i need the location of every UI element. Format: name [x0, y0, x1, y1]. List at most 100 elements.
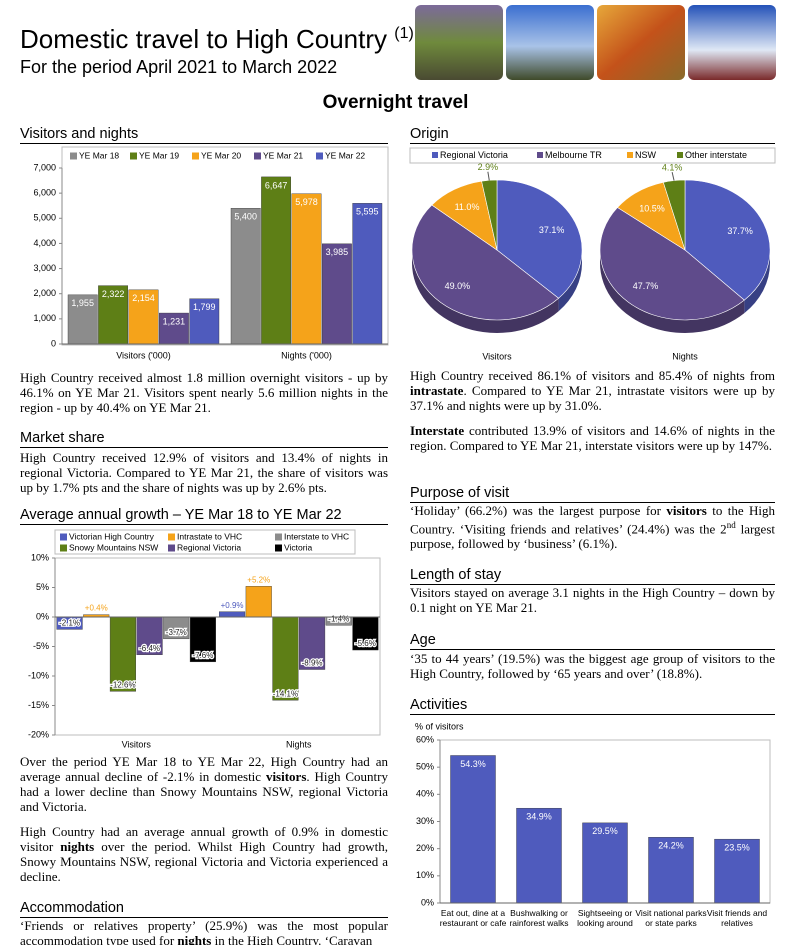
paragraph: Visitors stayed on average 3.1 nights in…	[410, 585, 775, 615]
bar	[189, 298, 220, 345]
legend-label: Intrastate to VHC	[177, 531, 242, 541]
bold-text: nights	[60, 839, 95, 854]
bar	[582, 822, 628, 904]
paragraph: ‘Friends or relatives property’ (25.9%) …	[20, 918, 388, 945]
data-label: +0.9%	[221, 601, 244, 610]
data-label: 2.9%	[478, 162, 499, 172]
paragraph: High Country received 12.9% of visitors …	[20, 450, 388, 495]
section-heading: Purpose of visit	[410, 484, 775, 503]
text-run: Visitors stayed on average 3.1 nights in…	[410, 585, 775, 615]
data-label: -6.4%	[139, 644, 160, 653]
section-title: Overnight travel	[322, 92, 469, 113]
bar	[322, 243, 352, 345]
data-label: 49.0%	[445, 281, 471, 291]
x-tick-label: Eat out, dine at a restaurant or cafe	[439, 908, 507, 928]
bar	[352, 616, 379, 651]
data-label: 6,647	[265, 180, 288, 190]
legend-label: Snowy Mountains NSW	[69, 542, 158, 552]
pie-label: Visitors	[482, 351, 512, 361]
legend-swatch	[432, 152, 438, 158]
y-tick-label: 5%	[36, 582, 49, 592]
pie-slice	[496, 179, 583, 299]
paragraph: ‘Holiday’ (66.2%) was the largest purpos…	[410, 503, 775, 551]
y-tick-label: 60%	[416, 734, 434, 744]
legend-swatch	[60, 533, 67, 541]
plot-area	[54, 557, 381, 736]
bold-text: intrastate	[410, 383, 464, 398]
data-label: 24.2%	[658, 841, 684, 851]
bar	[261, 176, 291, 345]
section-heading: Age	[410, 631, 775, 650]
x-tick-label: Nights ('000)	[281, 350, 332, 360]
paragraph: High Country had an average annual growt…	[20, 824, 388, 884]
legend-swatch	[168, 544, 175, 552]
data-label: 5,400	[234, 212, 257, 222]
section-heading: Activities	[410, 696, 775, 715]
paragraph: ‘35 to 44 years’ (19.5%) was the biggest…	[410, 651, 775, 681]
bar	[352, 203, 383, 345]
legend-swatch	[60, 544, 67, 552]
paragraphs: ‘Holiday’ (66.2%) was the largest purpos…	[410, 503, 775, 561]
paragraphs: High Country received almost 1.8 million…	[20, 370, 388, 425]
data-label: 3,985	[326, 247, 349, 257]
section-heading: Market share	[20, 429, 388, 448]
paragraph: High Country received 86.1% of visitors …	[410, 368, 775, 413]
data-label: 47.7%	[633, 281, 659, 291]
legend-swatch	[192, 152, 199, 160]
legend-swatch	[677, 152, 683, 158]
photo	[688, 5, 776, 80]
text-run: High Country received almost 1.8 million…	[20, 370, 388, 415]
data-label: +0.4%	[85, 604, 108, 613]
legend-label: Regional Victoria	[177, 542, 241, 552]
data-label: 11.0%	[455, 202, 480, 212]
legend-label: Other interstate	[685, 150, 747, 160]
legend-label: Regional Victoria	[440, 150, 508, 160]
data-label: 37.1%	[539, 225, 565, 235]
bar	[136, 616, 163, 655]
y-tick-label: 20%	[416, 843, 434, 853]
section-heading: Visitors and nights	[20, 125, 388, 144]
data-label: 1,955	[71, 298, 94, 308]
section-heading: Average annual growth – YE Mar 18 to YE …	[20, 506, 388, 525]
text-run: High Country received 12.9% of visitors …	[20, 450, 388, 495]
bar	[291, 193, 322, 345]
bar	[189, 616, 216, 663]
y-tick-label: -20%	[28, 729, 49, 739]
legend-box	[409, 147, 776, 164]
y-tick-label: 4,000	[33, 238, 56, 248]
y-axis-label: % of visitors	[415, 721, 464, 731]
legend-swatch	[275, 533, 282, 541]
legend-swatch	[537, 152, 543, 158]
leader-line	[487, 171, 490, 181]
legend-box	[54, 529, 356, 555]
bar	[158, 312, 189, 345]
legend-swatch	[627, 152, 633, 158]
bar	[516, 807, 562, 904]
y-tick-label: -10%	[28, 670, 49, 680]
text-run: ‘Holiday’ (66.2%) was the largest purpos…	[410, 503, 667, 518]
x-tick-label: Visitors ('000)	[116, 350, 171, 360]
legend-label: Interstate to VHC	[284, 531, 349, 541]
bar	[230, 208, 261, 345]
paragraphs: ‘35 to 44 years’ (19.5%) was the biggest…	[410, 651, 775, 691]
data-label: 23.5%	[724, 843, 750, 853]
data-label: -8.9%	[302, 659, 323, 668]
y-tick-label: 7,000	[33, 162, 56, 172]
y-tick-label: 0%	[36, 611, 49, 621]
legend-label: Victoria	[284, 542, 312, 552]
text-run: to the High Country. ‘Visiting friends a…	[410, 503, 775, 537]
bar	[299, 616, 326, 670]
text-run: in the High Country. ‘Caravan	[211, 933, 373, 945]
data-label: 10.5%	[639, 204, 665, 214]
y-tick-label: 3,000	[33, 263, 56, 273]
data-label: 29.5%	[592, 826, 618, 836]
y-tick-label: 1,000	[33, 313, 56, 323]
data-label: -1.4%	[328, 614, 349, 623]
data-label: 2,154	[132, 293, 155, 303]
legend-label: YE Mar 21	[263, 150, 303, 160]
data-label: -5.6%	[355, 639, 376, 648]
y-tick-label: 10%	[416, 870, 434, 880]
bold-text: Interstate	[410, 423, 465, 438]
text-run: ‘35 to 44 years’ (19.5%) was the biggest…	[410, 651, 775, 681]
